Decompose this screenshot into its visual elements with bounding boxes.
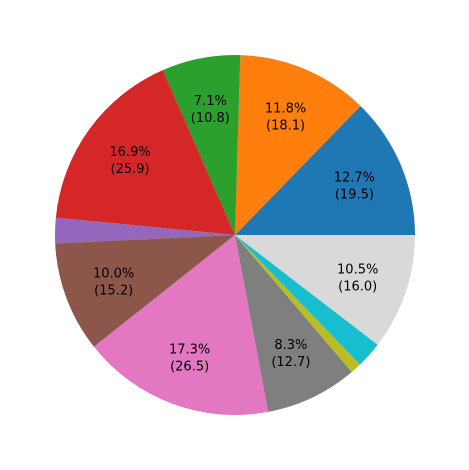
slice-percent-label-3: 16.9% bbox=[109, 145, 150, 160]
slice-value-label-0: (19.5) bbox=[335, 188, 374, 203]
pie-slice-1 bbox=[235, 55, 361, 235]
slice-percent-label-5: 10.0% bbox=[93, 266, 134, 281]
slice-value-label-3: (25.9) bbox=[111, 162, 150, 177]
pie-slices bbox=[54, 55, 415, 415]
slice-percent-label-1: 11.8% bbox=[265, 102, 306, 117]
pie-slice-7 bbox=[235, 235, 352, 412]
slice-value-label-7: (12.7) bbox=[271, 355, 310, 370]
pie-slice-9 bbox=[235, 235, 378, 365]
pie-slice-8 bbox=[235, 235, 360, 372]
pie-slice-6 bbox=[93, 235, 269, 415]
pie-slice-5 bbox=[55, 235, 236, 347]
slice-percent-label-6: 17.3% bbox=[169, 342, 210, 357]
slice-value-label-5: (15.2) bbox=[94, 283, 133, 298]
pie-slice-3 bbox=[55, 70, 235, 235]
pie-slice-2 bbox=[162, 55, 241, 236]
slice-value-label-2: (10.8) bbox=[191, 111, 230, 126]
pie-slice-10 bbox=[235, 235, 415, 345]
pie-labels: 12.7% (19.5) 11.8% (18.1) 7.1% (10.8) 16.9% (25… bbox=[93, 94, 378, 375]
slice-percent-label-2: 7.1% bbox=[194, 94, 227, 109]
slice-percent-label-7: 8.3% bbox=[274, 338, 307, 353]
pie-slice-4 bbox=[54, 217, 235, 244]
slice-percent-label-0: 12.7% bbox=[334, 171, 375, 186]
pie-slice-0 bbox=[235, 105, 415, 235]
slice-value-label-10: (16.0) bbox=[338, 280, 377, 295]
slice-value-label-6: (26.5) bbox=[170, 359, 209, 374]
slice-value-label-1: (18.1) bbox=[266, 119, 305, 134]
slice-percent-label-10: 10.5% bbox=[337, 263, 378, 278]
